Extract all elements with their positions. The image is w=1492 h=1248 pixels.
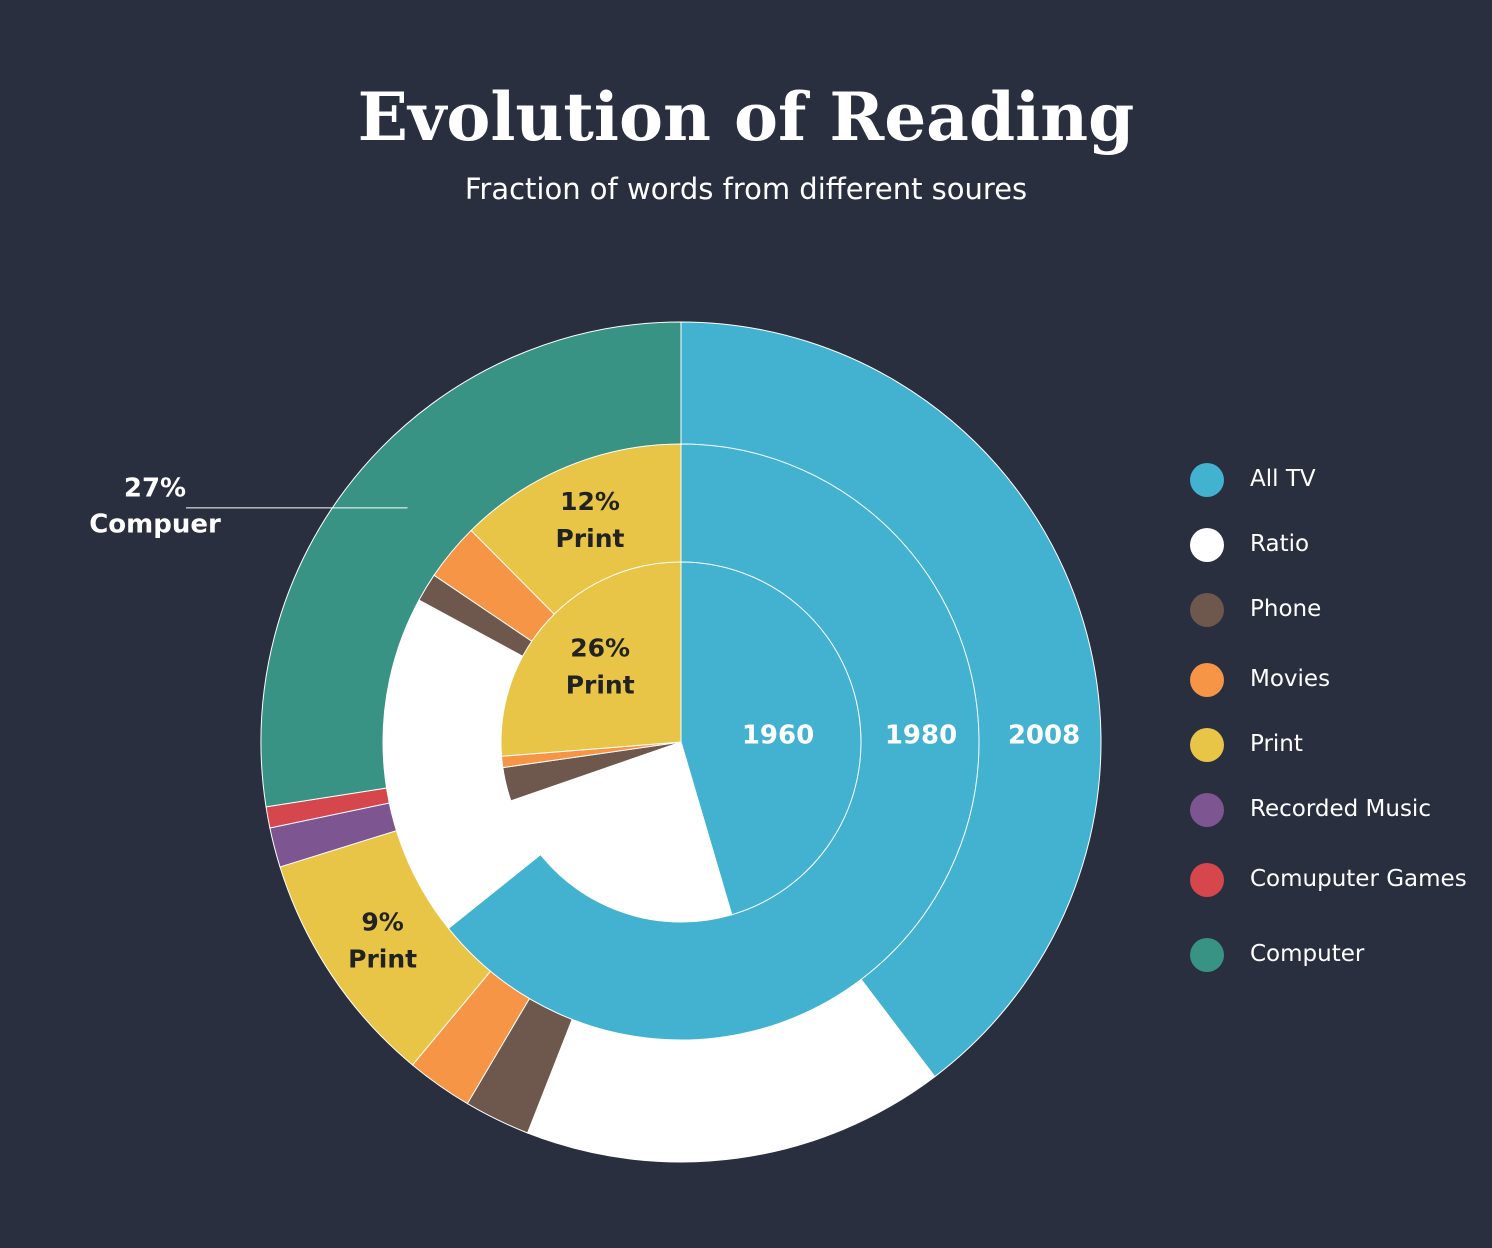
legend-label-movies: Movies xyxy=(1250,666,1331,692)
legend-item-phone: Phone xyxy=(1188,590,1488,630)
label-pct-1960-print: 26% xyxy=(570,633,630,662)
ring-label-1960: 1960 xyxy=(742,721,814,751)
legend-swatch-movies xyxy=(1190,663,1224,697)
legend-label-phone: Phone xyxy=(1250,596,1322,622)
legend-swatch-phone xyxy=(1190,593,1224,627)
legend-item-recorded-music: Recorded Music xyxy=(1188,790,1488,830)
ring-label-1980: 1980 xyxy=(885,721,957,751)
label-1960-print: Print xyxy=(566,670,635,699)
legend-item-comuputer-games: Comuputer Games xyxy=(1188,860,1488,900)
legend-swatch-recorded-music xyxy=(1190,793,1224,827)
slice-1960-all-tv xyxy=(680,561,862,916)
legend-label-all-tv: All TV xyxy=(1250,466,1316,492)
legend-swatch-all-tv xyxy=(1190,463,1224,497)
slice-1960-print xyxy=(500,561,682,757)
legend-swatch-ratio xyxy=(1190,528,1224,562)
legend-swatch-comuputer-games xyxy=(1190,863,1224,897)
slice-1960-ratio xyxy=(510,741,733,923)
label-1980-print: Print xyxy=(555,524,624,553)
legend-label-comuputer-games: Comuputer Games xyxy=(1250,866,1467,892)
legend-item-print: Print xyxy=(1188,725,1488,765)
legend-label-print: Print xyxy=(1250,731,1303,757)
callout-pct-computer: 27% xyxy=(124,473,186,503)
legend-item-computer: Computer xyxy=(1188,935,1488,975)
callout-label-computer: Compuer xyxy=(89,509,221,539)
label-pct-1980-print: 12% xyxy=(560,487,620,516)
legend-item-ratio: Ratio xyxy=(1188,525,1488,565)
legend-label-ratio: Ratio xyxy=(1250,531,1310,557)
ring-label-2008: 2008 xyxy=(1008,721,1080,751)
legend-label-recorded-music: Recorded Music xyxy=(1250,796,1431,822)
legend-swatch-print xyxy=(1190,728,1224,762)
legend-item-all-tv: All TV xyxy=(1188,460,1488,500)
label-2008-print: Print xyxy=(348,945,417,974)
legend-swatch-computer xyxy=(1190,938,1224,972)
legend-item-movies: Movies xyxy=(1188,660,1488,700)
label-pct-2008-print: 9% xyxy=(361,908,403,937)
chart-subtitle: Fraction of words from different soures xyxy=(464,172,1028,206)
chart-title: Evolution of Reading xyxy=(357,78,1135,156)
legend-label-computer: Computer xyxy=(1250,941,1365,967)
